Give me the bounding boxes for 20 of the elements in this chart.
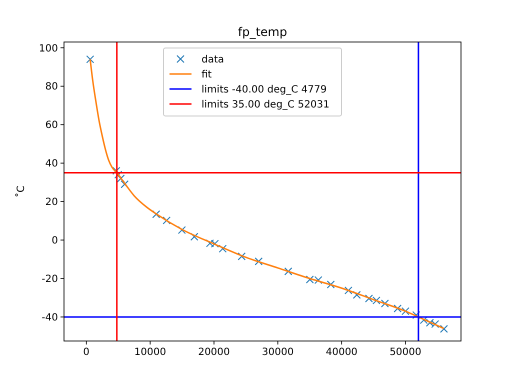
y-tick-label: 80 [45,82,58,93]
chart-title: fp_temp [238,25,288,39]
y-tick-label: 60 [45,120,58,132]
x-tick-label: 50000 [390,347,422,358]
y-tick-label: 20 [45,197,58,208]
x-tick-label: 10000 [134,347,166,358]
y-tick-label: -40 [42,312,58,324]
x-tick-label: 0 [83,347,90,358]
legend-label: data [202,54,224,66]
x-tick-label: 40000 [326,347,358,358]
legend-label: limits -40.00 deg_C 4779 [202,84,327,96]
y-tick-label: -20 [42,274,58,286]
legend-label: fit [202,70,212,80]
y-tick-label: 100 [38,43,58,54]
y-tick-label: 40 [45,158,58,170]
x-tick-label: 30000 [262,347,294,358]
legend-label: limits 35.00 deg_C 52031 [202,100,330,110]
y-tick-label: 0 [52,236,58,247]
x-tick-label: 20000 [198,347,230,358]
y-axis-title: ˚C [15,185,27,198]
